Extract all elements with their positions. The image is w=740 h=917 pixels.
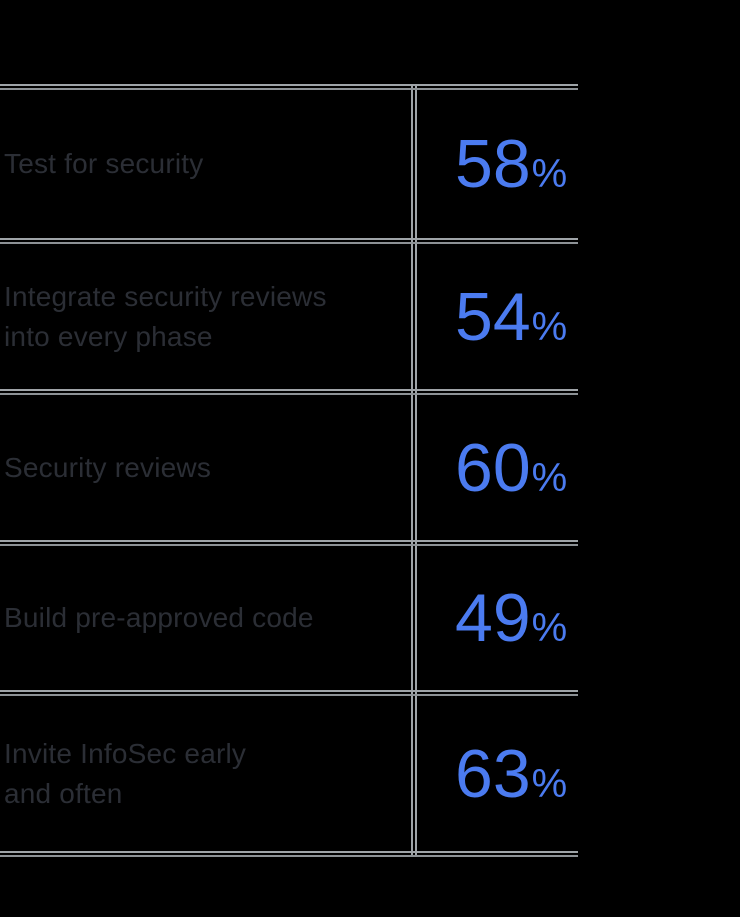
- table-row: Test for security 58 %: [0, 90, 578, 238]
- table-row: Security reviews 60 %: [0, 395, 578, 540]
- table-row: Build pre-approved code 49 %: [0, 546, 578, 690]
- percentage-value: 49: [455, 580, 531, 656]
- percentage-value: 58: [455, 126, 531, 202]
- percent-sign: %: [531, 606, 568, 650]
- percentage-cell: 54 %: [417, 278, 578, 356]
- percent-sign: %: [531, 304, 568, 349]
- practice-label: Test for security: [4, 148, 204, 179]
- row-separator: [0, 238, 578, 244]
- security-practices-table: Test for security 58 % Integrate securit…: [0, 84, 578, 857]
- percentage-value: 63: [455, 735, 531, 812]
- percentage-value: 54: [455, 278, 531, 355]
- percentage-cell: 60 %: [417, 429, 578, 507]
- percentage-cell: 58 %: [417, 125, 578, 203]
- practice-label-cell: Security reviews: [0, 448, 417, 488]
- table-row: Integrate security reviews into every ph…: [0, 244, 578, 389]
- table-row: Invite InfoSec early and often 63 %: [0, 696, 578, 851]
- row-separator: [0, 540, 578, 546]
- practice-label: Build pre-approved code: [4, 602, 314, 633]
- practice-label-cell: Integrate security reviews into every ph…: [0, 277, 417, 357]
- percent-sign: %: [531, 455, 568, 500]
- row-separator: [0, 389, 578, 395]
- row-separator: [0, 690, 578, 696]
- column-divider: [411, 84, 417, 857]
- practice-label: Security reviews: [4, 451, 212, 483]
- percent-sign: %: [531, 761, 568, 806]
- percentage-cell: 49 %: [417, 579, 578, 657]
- practice-label-cell: Test for security: [0, 144, 417, 184]
- table-top-border: [0, 84, 578, 90]
- percentage-cell: 63 %: [417, 735, 578, 813]
- table-bottom-border: [0, 851, 578, 857]
- practice-label-cell: Invite InfoSec early and often: [0, 734, 417, 814]
- percent-sign: %: [531, 152, 568, 196]
- practice-label: Integrate security reviews into every ph…: [4, 280, 327, 352]
- percentage-value: 60: [455, 429, 531, 506]
- practice-label: Invite InfoSec early and often: [4, 737, 247, 809]
- practice-label-cell: Build pre-approved code: [0, 598, 417, 638]
